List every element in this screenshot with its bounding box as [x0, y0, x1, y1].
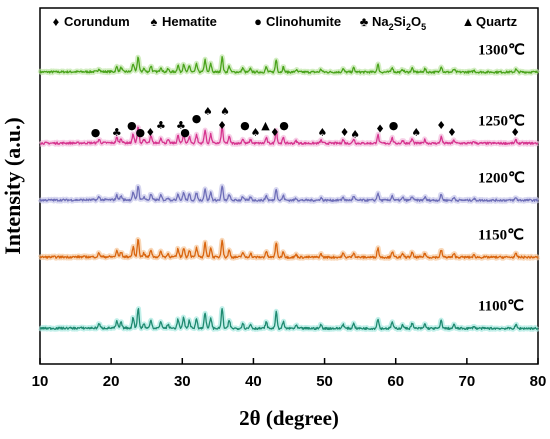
club-marker: ♣ [360, 14, 369, 29]
legend-entry: ♠ Hematite [151, 14, 217, 29]
peak-marker: ♦ [270, 126, 280, 139]
peak-marker: ♣ [176, 119, 186, 132]
legend-label-part: 5 [421, 22, 426, 32]
peak-marker: ♠ [350, 128, 360, 141]
legend-entry: ▲ Quartz [462, 14, 518, 29]
series-line [39, 126, 539, 145]
x-tick-label: 40 [245, 373, 262, 390]
peak-marker: ♣ [156, 119, 166, 132]
peak-marker: ♦ [436, 119, 446, 132]
peak-marker: ♦ [447, 126, 457, 139]
triangle-marker: ▲ [462, 14, 475, 29]
legend-entry: ♦ Corundum [53, 14, 130, 29]
peak-marker-layer: ● ♣●● ♦♣ ♣●●♠♦♠●♠▲♦●♠ ♦ ♠ ♦ ●♠♦♦ ♦ [91, 105, 520, 141]
peak-marker: ▲ [261, 119, 270, 132]
peak-marker: ♦ [340, 126, 350, 139]
x-tick-label: 10 [32, 373, 49, 390]
spade-marker: ♠ [151, 14, 158, 29]
legend-label: Clinohumite [266, 14, 341, 29]
peak-marker: ♠ [203, 105, 213, 118]
legend-label-part: Na [372, 14, 389, 29]
series-line [39, 238, 539, 259]
peak-marker: ● [240, 119, 250, 132]
series-label: 1150℃ [478, 227, 524, 243]
x-tick-label: 20 [103, 373, 120, 390]
x-tick-label: 60 [387, 373, 404, 390]
peak-marker: ● [91, 126, 101, 139]
legend-entry: ● Clinohumite [254, 14, 341, 29]
y-axis-title: Intensity (a.u.) [0, 117, 25, 255]
series-label: 1250℃ [478, 114, 525, 130]
legend-label: Corundum [64, 14, 130, 29]
peak-marker: ♦ [510, 126, 520, 139]
peak-marker: ● [389, 119, 399, 132]
peak-marker: ● [127, 119, 137, 132]
legend-label: Na2Si2O5 [372, 14, 426, 32]
circle-marker: ● [254, 14, 262, 29]
legend: ♦ Corundum ♠ Hematite ● Clinohumite ♣ Na2Si2O5 ▲… [53, 14, 518, 32]
legend-label-part: 2 [389, 22, 394, 32]
peak-marker: ● [279, 119, 289, 132]
x-tick-label: 70 [459, 373, 476, 390]
legend-entry: ♣ Na2Si2O5 [360, 14, 426, 32]
x-tick-label: 30 [174, 373, 191, 390]
peak-marker: ♦ [375, 123, 385, 136]
legend-label-part: O [411, 14, 421, 29]
series-layer: 1300℃ 1250℃ 1200℃ 1150℃ 1100℃ [37, 42, 541, 332]
peak-marker: ♠ [317, 126, 327, 139]
peak-marker: ● [180, 126, 190, 139]
x-tick-label: 50 [316, 373, 333, 390]
diamond-marker: ♦ [53, 14, 60, 29]
legend-label-part: Si [394, 14, 406, 29]
peak-marker: ♦ [145, 126, 155, 139]
x-axis-title: 2θ (degree) [239, 406, 339, 430]
series-line [39, 307, 539, 331]
peak-marker: ♠ [251, 126, 261, 139]
series-line [39, 56, 539, 74]
series-label: 1100℃ [478, 299, 524, 315]
legend-label-part: 2 [406, 22, 411, 32]
series-line [39, 185, 539, 202]
peak-marker: ● [192, 112, 202, 125]
peak-marker: ● [135, 126, 145, 139]
series-label: 1300℃ [478, 42, 525, 58]
peak-marker: ♦ [217, 119, 227, 132]
peak-marker: ♠ [411, 126, 421, 139]
plot-frame [39, 7, 539, 365]
legend-label: Quartz [476, 14, 518, 29]
x-tick-label: 80 [530, 373, 547, 390]
x-axis: 10 20 30 40 50 60 70 80 [32, 358, 547, 390]
series-label: 1200℃ [478, 170, 525, 186]
peak-marker: ♠ [220, 105, 230, 118]
peak-marker: ♣ [112, 126, 122, 139]
legend-label: Hematite [162, 14, 217, 29]
